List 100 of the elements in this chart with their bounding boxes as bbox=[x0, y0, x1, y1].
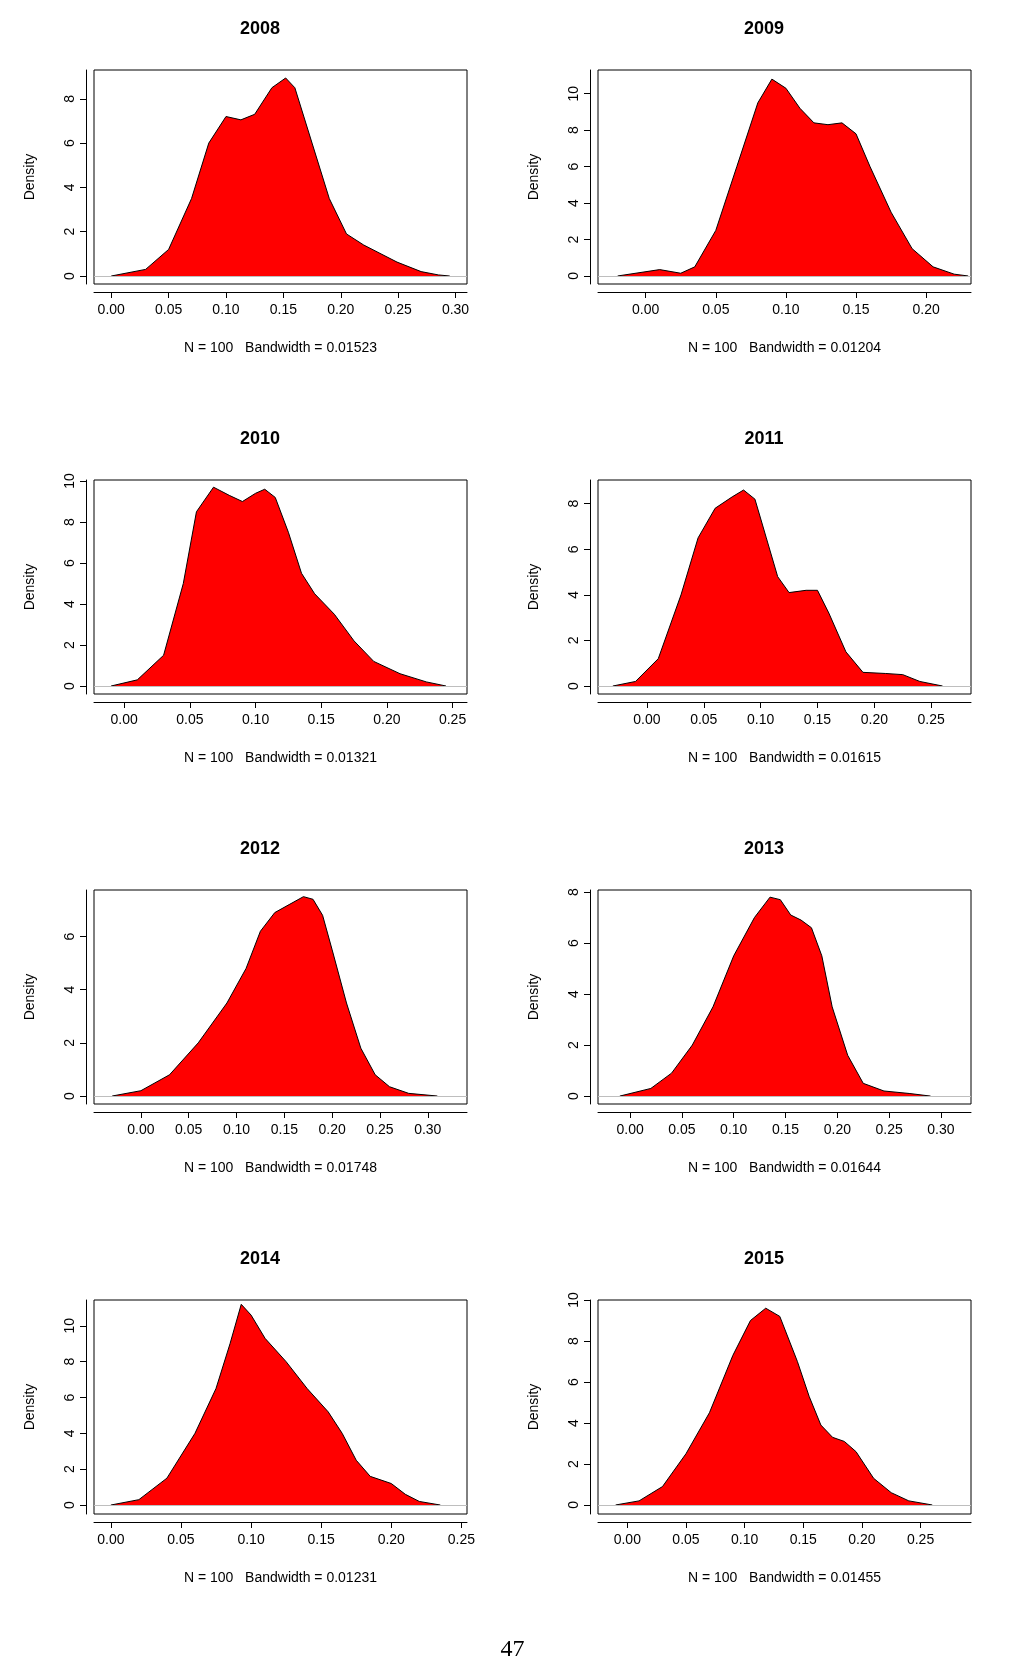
y-tick-label: 8 bbox=[61, 1357, 77, 1366]
y-tick-label: 8 bbox=[565, 499, 581, 508]
x-tick-label: 0.05 bbox=[702, 301, 730, 317]
x-tick-label: 0.10 bbox=[237, 1531, 265, 1547]
y-tick-label: 6 bbox=[61, 139, 77, 147]
chart-title: 2011 bbox=[744, 428, 784, 448]
chart-title: 2015 bbox=[743, 1248, 785, 1268]
y-tick-label: 8 bbox=[565, 126, 581, 135]
chart-title: 2012 bbox=[239, 838, 281, 858]
x-axis-title: N = 100 Bandwidth = 0.01748 bbox=[183, 1159, 378, 1175]
y-tick-label: 2 bbox=[61, 1465, 77, 1474]
x-tick-label: 0.15 bbox=[270, 1121, 299, 1137]
x-tick-label: 0.00 bbox=[97, 301, 126, 317]
x-axis-title: N = 100 Bandwidth = 0.01615 bbox=[687, 749, 882, 765]
x-tick-label: 0.20 bbox=[912, 301, 940, 317]
y-tick-label: 6 bbox=[61, 1393, 77, 1402]
x-tick-label: 0.25 bbox=[875, 1121, 903, 1137]
y-tick-label: 0 bbox=[61, 681, 77, 690]
x-tick-label: 0.25 bbox=[366, 1121, 394, 1137]
x-tick-label: 0.00 bbox=[613, 1531, 642, 1547]
x-tick-label: 0.20 bbox=[327, 301, 355, 317]
x-tick-label: 0.20 bbox=[377, 1531, 406, 1547]
x-tick-label: 0.10 bbox=[212, 301, 240, 317]
x-axis-title: N = 100 Bandwidth = 0.01231 bbox=[183, 1569, 378, 1585]
x-tick-label: 0.00 bbox=[616, 1121, 644, 1137]
y-tick-label: 4 bbox=[565, 198, 581, 207]
x-tick-label: 0.10 bbox=[730, 1531, 759, 1547]
x-tick-label: 0.00 bbox=[110, 711, 139, 727]
x-axis-title: N = 100 Bandwidth = 0.01523 bbox=[183, 339, 378, 355]
x-tick-label: 0.05 bbox=[175, 1121, 203, 1137]
y-tick-label: 0 bbox=[61, 1091, 77, 1100]
x-tick-label: 0.15 bbox=[307, 711, 336, 727]
x-tick-label: 0.25 bbox=[438, 711, 467, 727]
x-axis-title: N = 100 Bandwidth = 0.01644 bbox=[687, 1159, 882, 1175]
x-tick-label: 0.05 bbox=[668, 1121, 696, 1137]
x-tick-label: 0.00 bbox=[97, 1531, 125, 1547]
chart-title: 2014 bbox=[239, 1248, 281, 1268]
x-tick-label: 0.10 bbox=[746, 711, 775, 727]
x-tick-label: 0.20 bbox=[373, 711, 401, 727]
y-tick-label: 10 bbox=[565, 85, 581, 102]
y-tick-label: 0 bbox=[565, 1500, 581, 1509]
y-tick-label: 2 bbox=[565, 235, 581, 244]
x-axis-title: N = 100 Bandwidth = 0.01455 bbox=[687, 1569, 882, 1585]
x-tick-label: 0.15 bbox=[771, 1121, 800, 1137]
x-tick-label: 0.20 bbox=[860, 711, 889, 727]
y-axis-title: Density bbox=[525, 153, 541, 201]
y-tick-label: 0 bbox=[61, 1500, 77, 1509]
x-tick-label: 0.00 bbox=[633, 711, 661, 727]
y-tick-label: 6 bbox=[565, 545, 581, 554]
y-tick-label: 4 bbox=[61, 183, 77, 192]
x-tick-label: 0.05 bbox=[672, 1531, 700, 1547]
x-tick-label: 0.15 bbox=[842, 301, 870, 317]
y-tick-label: 6 bbox=[61, 558, 77, 567]
y-tick-label: 0 bbox=[565, 271, 581, 280]
y-tick-label: 8 bbox=[61, 517, 77, 526]
y-axis-title: Density bbox=[21, 973, 37, 1021]
x-tick-label: 0.30 bbox=[414, 1121, 442, 1137]
x-tick-label: 0.00 bbox=[632, 301, 660, 317]
y-axis-title: Density bbox=[21, 153, 37, 201]
y-tick-label: 2 bbox=[565, 1459, 581, 1468]
x-tick-label: 0.10 bbox=[222, 1121, 251, 1137]
y-tick-label: 6 bbox=[565, 162, 581, 171]
y-axis-title: Density bbox=[21, 563, 37, 611]
chart-title: 2008 bbox=[239, 18, 281, 38]
y-tick-label: 10 bbox=[61, 1317, 77, 1334]
y-tick-label: 6 bbox=[565, 1377, 581, 1386]
x-tick-label: 0.10 bbox=[720, 1121, 748, 1137]
x-tick-label: 0.10 bbox=[772, 301, 800, 317]
x-tick-label: 0.05 bbox=[176, 711, 204, 727]
x-tick-label: 0.30 bbox=[927, 1121, 955, 1137]
x-tick-label: 0.10 bbox=[241, 711, 270, 727]
y-axis-title: Density bbox=[21, 1383, 37, 1431]
y-tick-label: 4 bbox=[565, 1418, 581, 1427]
chart-title: 2010 bbox=[239, 428, 281, 448]
x-tick-label: 0.05 bbox=[167, 1531, 195, 1547]
x-tick-label: 0.30 bbox=[441, 301, 470, 317]
x-axis-title: N = 100 Bandwidth = 0.01321 bbox=[183, 749, 378, 765]
y-axis-title: Density bbox=[525, 1383, 541, 1431]
y-tick-label: 8 bbox=[61, 94, 77, 103]
y-tick-label: 10 bbox=[61, 473, 77, 489]
y-tick-label: 0 bbox=[565, 1091, 581, 1100]
x-tick-label: 0.00 bbox=[127, 1121, 155, 1137]
x-tick-label: 0.15 bbox=[269, 301, 298, 317]
chart-title: 2013 bbox=[743, 838, 785, 858]
y-tick-label: 0 bbox=[565, 681, 581, 690]
x-axis-title: N = 100 Bandwidth = 0.01204 bbox=[687, 339, 882, 355]
y-tick-label: 2 bbox=[61, 227, 77, 236]
x-tick-label: 0.20 bbox=[823, 1121, 852, 1137]
x-tick-label: 0.15 bbox=[803, 711, 832, 727]
y-tick-label: 2 bbox=[61, 640, 77, 649]
x-tick-label: 0.15 bbox=[789, 1531, 818, 1547]
x-tick-label: 0.25 bbox=[447, 1531, 476, 1547]
x-tick-label: 0.20 bbox=[848, 1531, 876, 1547]
y-axis-title: Density bbox=[525, 563, 541, 611]
chart-title: 2009 bbox=[743, 18, 785, 38]
y-tick-label: 4 bbox=[565, 989, 581, 998]
y-tick-label: 4 bbox=[61, 1429, 77, 1438]
x-tick-label: 0.05 bbox=[690, 711, 718, 727]
y-tick-label: 6 bbox=[61, 932, 77, 941]
y-tick-label: 2 bbox=[61, 1038, 77, 1047]
